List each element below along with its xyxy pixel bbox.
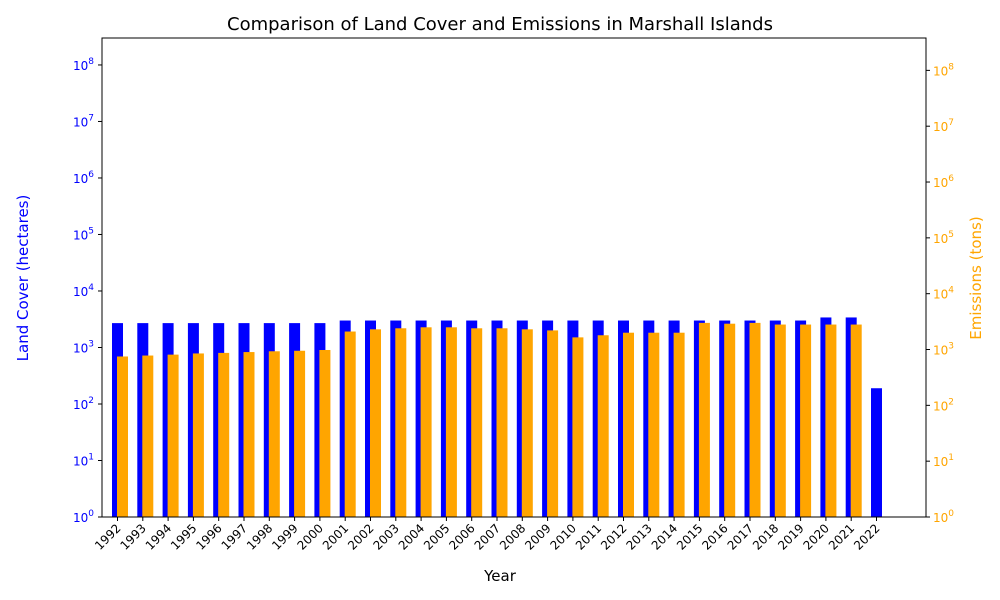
emissions-bar-1997 — [243, 352, 255, 517]
emissions-bar-2009 — [547, 330, 559, 517]
right-tick-label: 100 — [933, 509, 954, 525]
emissions-bar-1995 — [192, 353, 204, 517]
emissions-bar-2004 — [420, 327, 432, 517]
right-tick-label: 101 — [933, 453, 954, 469]
emissions-bar-1994 — [167, 354, 179, 517]
left-tick-label: 104 — [73, 283, 94, 299]
left-tick-label: 101 — [73, 452, 94, 468]
left-tick-label: 106 — [73, 170, 94, 186]
left-tick-label: 107 — [73, 113, 94, 129]
right-y-axis: 100 101 102 103 104 105 106 107 108 — [926, 62, 954, 525]
emissions-bar-2021 — [850, 324, 862, 517]
emissions-bar-1993 — [142, 355, 154, 517]
emissions-bar-2005 — [445, 327, 457, 517]
emissions-bar-2020 — [825, 324, 837, 517]
left-tick-label: 108 — [73, 57, 94, 73]
right-tick-label: 102 — [933, 397, 954, 413]
right-tick-label: 105 — [933, 230, 954, 246]
emissions-bar-2007 — [496, 328, 508, 517]
emissions-bar-2010 — [572, 337, 584, 517]
emissions-bar-2011 — [597, 335, 609, 517]
emissions-bar-2015 — [698, 322, 710, 517]
right-tick-label: 108 — [933, 62, 954, 78]
left-tick-label: 103 — [73, 339, 94, 355]
emissions-bar-2012 — [623, 332, 634, 517]
emissions-bar-2002 — [370, 329, 381, 517]
right-tick-label: 107 — [933, 118, 954, 134]
emissions-bar-2019 — [800, 324, 812, 517]
emissions-bar-2001 — [344, 331, 356, 517]
emissions-bar-1996 — [218, 352, 230, 517]
emissions-bar-1992 — [117, 356, 128, 517]
land-cover-bar-2022 — [871, 388, 882, 517]
emissions-bar-2017 — [749, 322, 761, 517]
left-y-axis-label: Land Cover (hectares) — [14, 195, 32, 362]
emissions-bar-1999 — [294, 350, 306, 517]
emissions-bar-2006 — [471, 328, 483, 517]
right-y-axis-label: Emissions (tons) — [967, 216, 985, 339]
emissions-bar-2016 — [724, 323, 736, 517]
emissions-bar-2000 — [319, 350, 331, 517]
left-y-axis: 100 101 102 103 104 105 106 107 108 — [73, 57, 102, 525]
plot-frame — [101, 37, 927, 518]
emissions-bar-2013 — [648, 332, 660, 517]
chart-title: Comparison of Land Cover and Emissions i… — [227, 14, 773, 35]
left-tick-label: 102 — [73, 396, 94, 412]
emissions-bar-2003 — [395, 328, 407, 517]
emissions-bar-2008 — [521, 329, 533, 517]
left-tick-label: 105 — [73, 226, 94, 242]
right-tick-label: 106 — [933, 174, 954, 190]
x-axis-label: Year — [483, 567, 517, 585]
right-tick-label: 104 — [933, 286, 954, 302]
emissions-bar-2014 — [673, 332, 685, 517]
left-tick-label: 100 — [73, 509, 94, 525]
emissions-bar-1998 — [268, 351, 280, 517]
right-tick-label: 103 — [933, 342, 954, 358]
emissions-bar-2018 — [774, 324, 786, 517]
emissions-bars — [117, 322, 862, 517]
